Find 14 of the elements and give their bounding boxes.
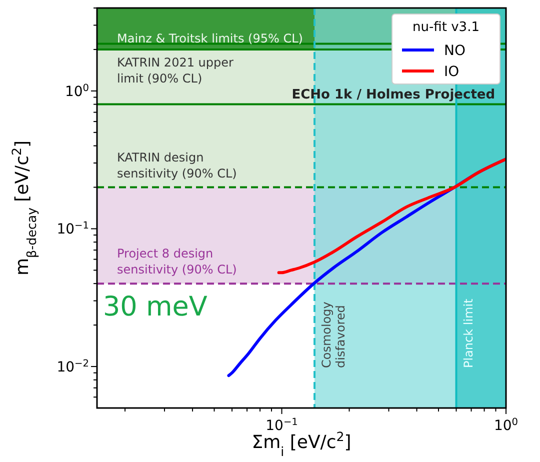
ref-line-label: KATRIN 2021 upper limit (90% CL) [117,55,234,86]
band-label: Planck limit [461,298,476,368]
y-tick-label: 10$^{−1}$ [56,220,89,238]
legend-label: IO [444,64,460,80]
band-label: Mainz & Troitsk limits (95% CL) [117,31,303,46]
band-label: Cosmology disfavored [320,302,348,368]
ref-line-label: KATRIN design sensitivity (90% CL) [117,150,237,180]
legend-label: NO [444,43,466,59]
y-tick-label: 10$^{0}$ [64,82,89,100]
annotation: 30 meV [103,292,208,323]
legend-title: nu-fit v3.1 [412,20,480,35]
ref-line-label: Project 8 design sensitivity (90% CL) [117,246,237,277]
annotation: ECHo 1k / Holmes Projected [292,87,496,102]
y-tick-label: 10$^{−2}$ [56,358,89,376]
